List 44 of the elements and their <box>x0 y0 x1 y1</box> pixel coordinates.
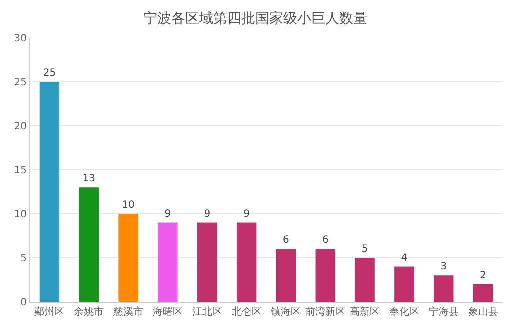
x-tick-label: 象山县 <box>468 306 498 318</box>
data-label: 2 <box>480 270 486 282</box>
data-label: 4 <box>401 252 408 264</box>
y-tick-label: 0 <box>20 298 27 308</box>
x-tick-label: 镇海区 <box>270 306 302 318</box>
bar <box>79 188 99 302</box>
x-tick-label: 余姚市 <box>74 306 104 318</box>
x-tick-label: 江北区 <box>192 306 222 318</box>
bar <box>40 82 60 302</box>
bar <box>394 266 414 302</box>
x-tick-label: 海曙区 <box>152 306 183 318</box>
bar <box>473 284 494 302</box>
data-label: 10 <box>122 200 135 211</box>
data-label: 6 <box>283 235 290 246</box>
bar <box>434 276 454 302</box>
bar <box>118 214 138 302</box>
data-label: 3 <box>440 262 448 273</box>
data-label: 25 <box>43 68 56 79</box>
bar <box>198 222 218 302</box>
x-tick-label: 高新区 <box>350 306 380 318</box>
y-tick-label: 5 <box>20 254 27 264</box>
bar <box>355 258 375 302</box>
bar <box>276 249 296 302</box>
data-label: 13 <box>82 174 96 185</box>
bar <box>236 222 257 302</box>
x-tick-label: 慈溪市 <box>112 306 144 318</box>
data-label: 6 <box>322 235 329 246</box>
y-tick-label: 30 <box>14 34 27 44</box>
x-tick-label: 前湾新区 <box>306 306 346 318</box>
x-tick-label: 奉化区 <box>389 306 420 318</box>
bar <box>158 222 178 302</box>
x-tick-label: 宁海县 <box>428 306 459 318</box>
data-label: 5 <box>362 244 368 255</box>
bar <box>316 249 336 302</box>
data-label: 9 <box>204 208 211 220</box>
x-tick-label: 北仑区 <box>232 306 262 318</box>
x-tick-label: 鄞州区 <box>34 306 65 318</box>
y-tick-label: 20 <box>14 122 27 132</box>
y-tick-label: 10 <box>14 210 27 220</box>
y-tick-label: 25 <box>14 78 27 88</box>
data-label: 9 <box>244 208 250 220</box>
chart-title: 宁波各区域第四批国家级小巨人数量 <box>144 11 368 28</box>
data-label: 9 <box>164 208 172 220</box>
y-tick-label: 15 <box>14 166 27 176</box>
